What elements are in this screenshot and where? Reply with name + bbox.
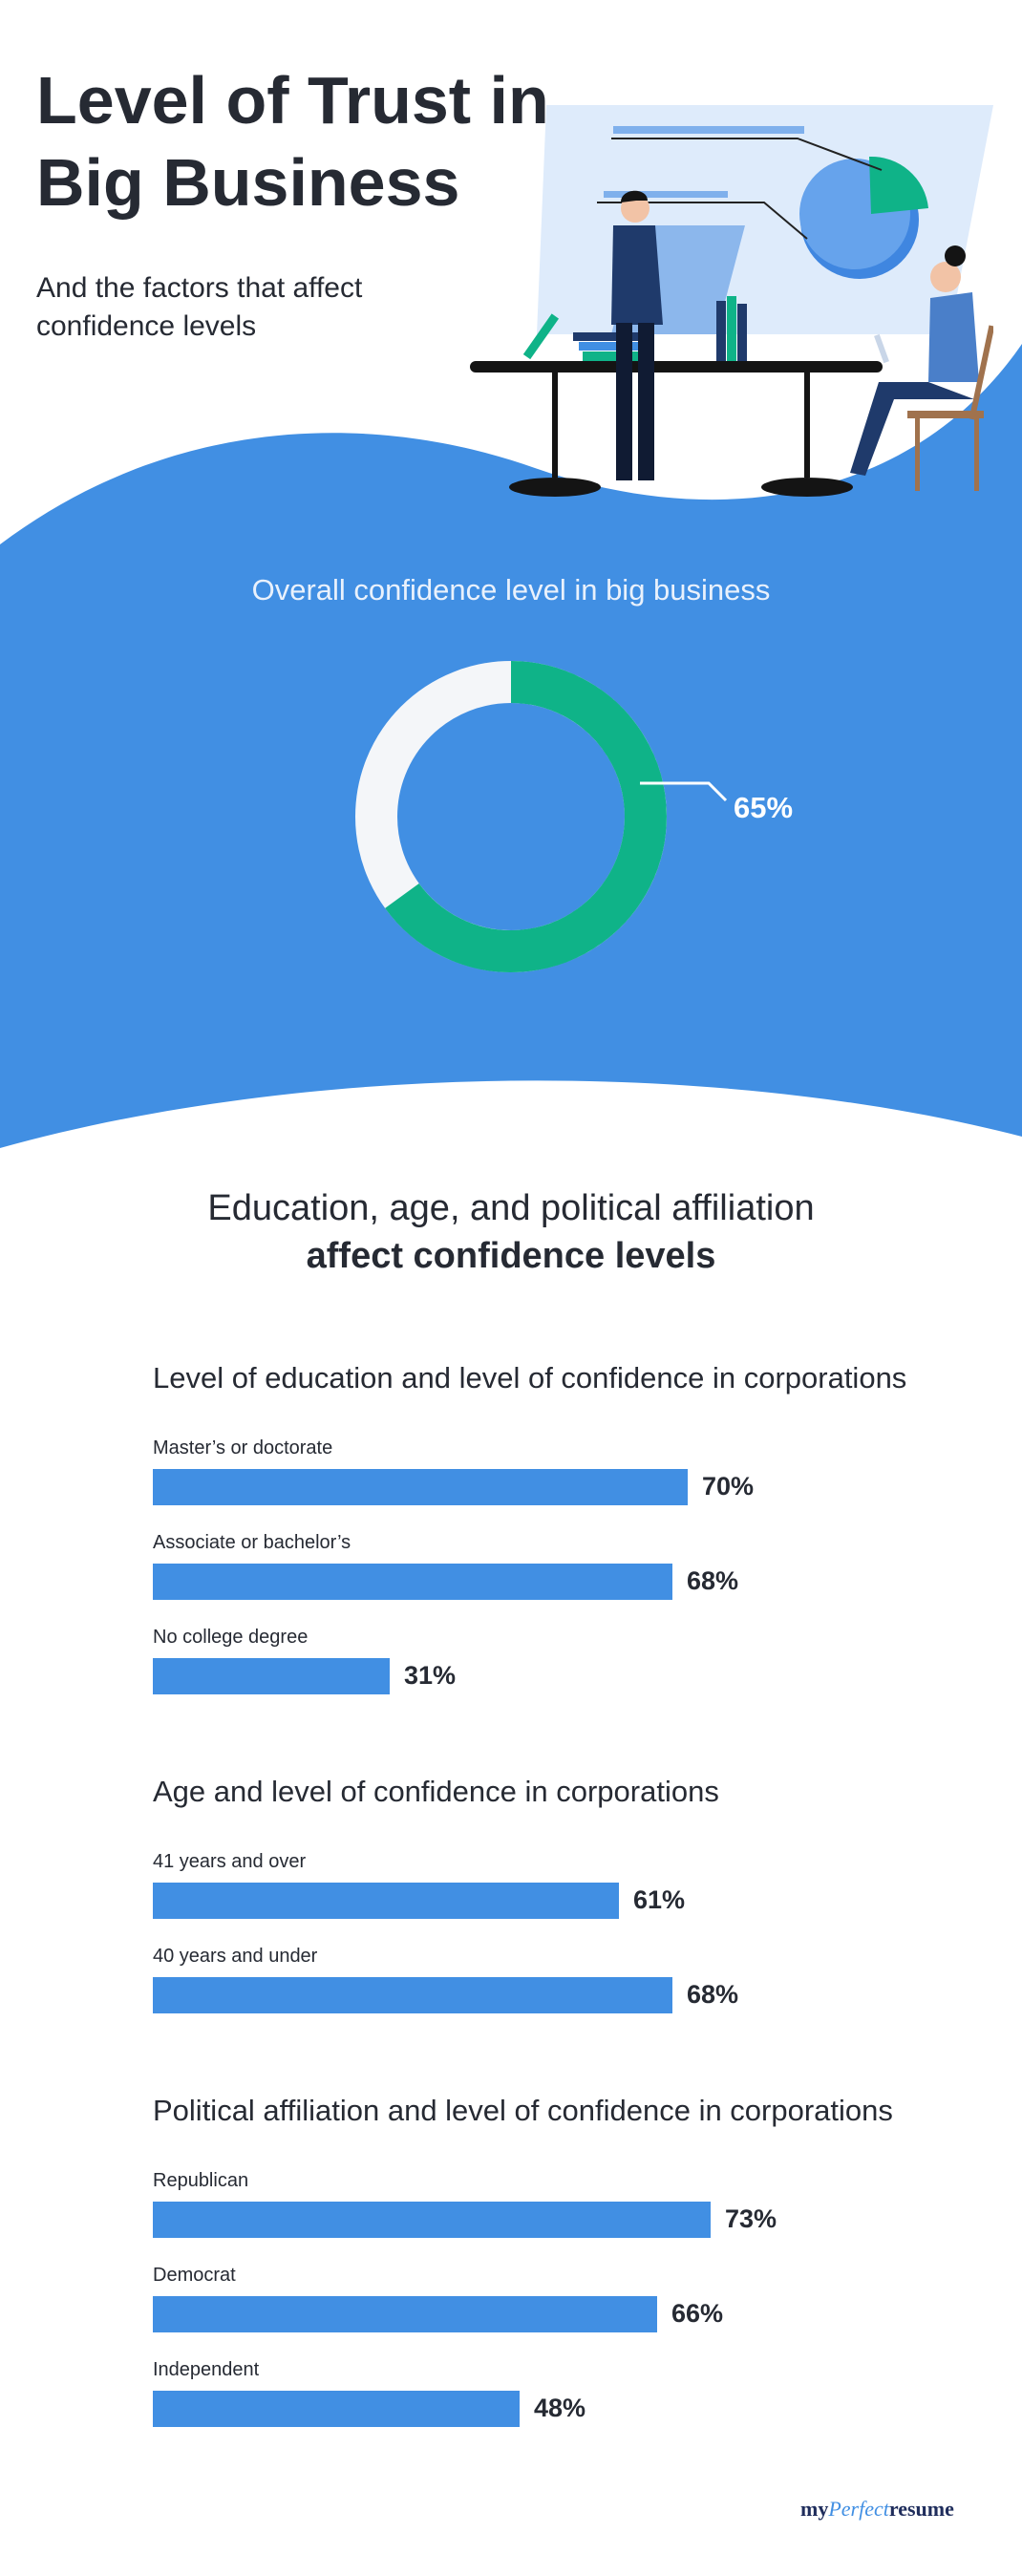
woman-head (930, 262, 961, 292)
pie-slice-icon (869, 156, 928, 214)
chair-leg (974, 416, 979, 491)
donut-value-label: 65% (734, 791, 793, 824)
overall-confidence-donut: 65% (355, 661, 793, 972)
book-icon (716, 301, 726, 361)
bar-chart-title: Age and level of confidence in corporati… (153, 1775, 719, 1808)
chair-seat (907, 411, 984, 418)
book-icon (579, 342, 644, 351)
desk-base (761, 478, 853, 497)
bar-mark (153, 2296, 657, 2332)
man-leg (638, 323, 654, 480)
bar-value-label: 61% (633, 1885, 686, 1914)
subtitle-line-2: confidence levels (36, 310, 257, 342)
pointer-line (597, 202, 808, 240)
bar-chart-title: Level of education and level of confiden… (153, 1361, 907, 1394)
donut-title: Overall confidence level in big business (251, 573, 771, 607)
book-icon (573, 332, 649, 341)
bar-category-label: Republican (153, 2170, 249, 2191)
chair-back (969, 325, 993, 420)
section-heading-line-1: Education, age, and political affiliatio… (207, 1188, 815, 1228)
book-icon (522, 313, 560, 360)
book-icon (727, 296, 736, 361)
title-line-2: Big Business (36, 145, 460, 220)
desk-leg (804, 371, 810, 478)
brand-logo: myPerfectresume (800, 2497, 954, 2522)
woman-body (928, 292, 979, 382)
page-subtitle: And the factors that affect confidence l… (36, 269, 437, 346)
bar-mark (153, 1977, 672, 2013)
title-line-1: Level of Trust in (36, 63, 549, 138)
logo-part-my: my (800, 2497, 829, 2521)
donut-leader-line (640, 781, 728, 802)
bar-value-label: 68% (687, 1980, 739, 2009)
board-line (604, 191, 728, 198)
bar-value-label: 48% (534, 2394, 586, 2422)
pointer-line (611, 138, 883, 171)
bar-mark (153, 1564, 672, 1600)
desk-leg (552, 371, 558, 478)
bar-mark (153, 2391, 520, 2427)
bar-category-label: 41 years and over (153, 1851, 307, 1872)
bar-mark (153, 2202, 711, 2238)
bar-category-label: No college degree (153, 1627, 309, 1648)
woman-legs (850, 382, 974, 476)
bar-value-label: 31% (404, 1661, 457, 1690)
office-illustration (470, 105, 993, 497)
laptop-icon (874, 333, 889, 364)
bar-value-label: 68% (687, 1566, 739, 1595)
logo-part-perfect: Perfect (828, 2497, 889, 2521)
page-title: Level of Trust in Big Business (36, 59, 549, 224)
section-heading-line-2: affect confidence levels (306, 1236, 716, 1276)
board-line (613, 126, 804, 134)
bar-category-label: 40 years and under (153, 1946, 318, 1967)
man-leg (616, 323, 632, 480)
donut-value-arc (385, 661, 667, 972)
man-body (611, 225, 663, 325)
bar-category-label: Democrat (153, 2265, 236, 2286)
bar-mark (153, 1658, 390, 1694)
bar-category-label: Independent (153, 2359, 260, 2380)
bar-category-label: Master’s or doctorate (153, 1437, 333, 1458)
bar-value-label: 73% (725, 2204, 777, 2233)
bar-mark (153, 1469, 688, 1505)
chair-leg (915, 416, 920, 491)
desk-base (509, 478, 601, 497)
bar-value-label: 70% (702, 1472, 755, 1501)
bar-category-label: Associate or bachelor’s (153, 1532, 351, 1553)
bar-chart-title: Political affiliation and level of confi… (153, 2094, 893, 2127)
bar-mark (153, 1883, 619, 1919)
woman-hair (945, 245, 966, 266)
desk (470, 361, 883, 373)
bar-value-label: 66% (671, 2299, 724, 2328)
subtitle-line-1: And the factors that affect (36, 272, 363, 304)
book-icon (737, 304, 747, 361)
logo-part-resume: resume (888, 2497, 954, 2521)
man-hair (621, 190, 648, 202)
book-icon (583, 351, 640, 361)
